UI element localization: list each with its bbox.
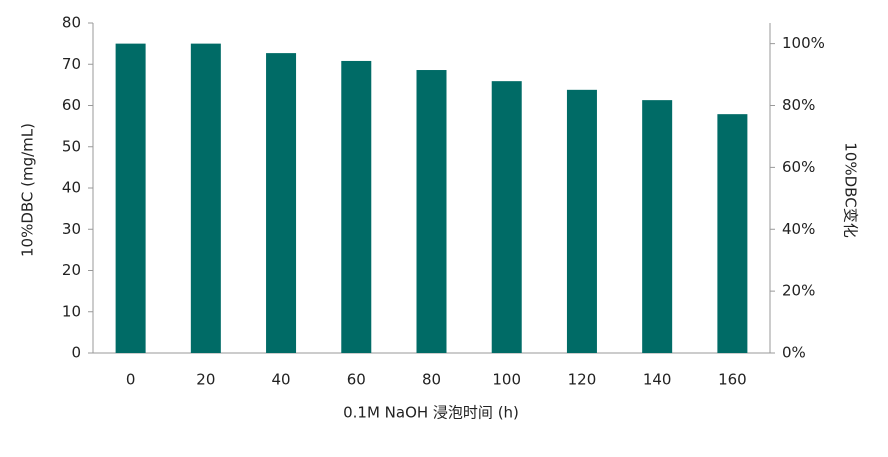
- y-tick-label: 40: [62, 179, 81, 197]
- bar: [266, 53, 297, 354]
- x-tick-label: 20: [196, 371, 215, 389]
- y-axis-label: 10%DBC (mg/mL): [19, 123, 37, 257]
- x-tick-label: 160: [718, 371, 747, 389]
- bar: [341, 60, 372, 353]
- y-tick-label: 80: [62, 14, 81, 32]
- y2-tick-label: 100%: [782, 34, 825, 52]
- bar: [642, 100, 673, 353]
- x-tick-label: 40: [272, 371, 291, 389]
- y2-axis-label: 10%DBC变化: [842, 142, 860, 237]
- x-tick-label: 0: [126, 371, 136, 389]
- x-tick-label: 120: [568, 371, 597, 389]
- y2-tick-label: 40%: [782, 220, 815, 238]
- y2-tick-label: 60%: [782, 158, 815, 176]
- x-tick-label: 140: [643, 371, 672, 389]
- y-tick-label: 0: [71, 344, 81, 362]
- bar: [566, 89, 597, 353]
- x-tick-label: 100: [492, 371, 521, 389]
- bar: [115, 43, 146, 353]
- y2-tick-label: 80%: [782, 96, 815, 114]
- x-axis-label: 0.1M NaOH 浸泡时间 (h): [343, 404, 519, 422]
- bar: [491, 81, 522, 353]
- y-tick-label: 50: [62, 137, 81, 155]
- bar: [416, 70, 447, 354]
- y2-tick-label: 20%: [782, 282, 815, 300]
- y-tick-label: 70: [62, 55, 81, 73]
- bar: [717, 114, 748, 353]
- x-tick-label: 80: [422, 371, 441, 389]
- y-tick-label: 60: [62, 96, 81, 114]
- bar: [190, 43, 221, 353]
- y-tick-label: 20: [62, 261, 81, 279]
- y-tick-label: 30: [62, 220, 81, 238]
- y2-tick-label: 0%: [782, 344, 806, 362]
- y-tick-label: 10: [62, 302, 81, 320]
- x-tick-label: 60: [347, 371, 366, 389]
